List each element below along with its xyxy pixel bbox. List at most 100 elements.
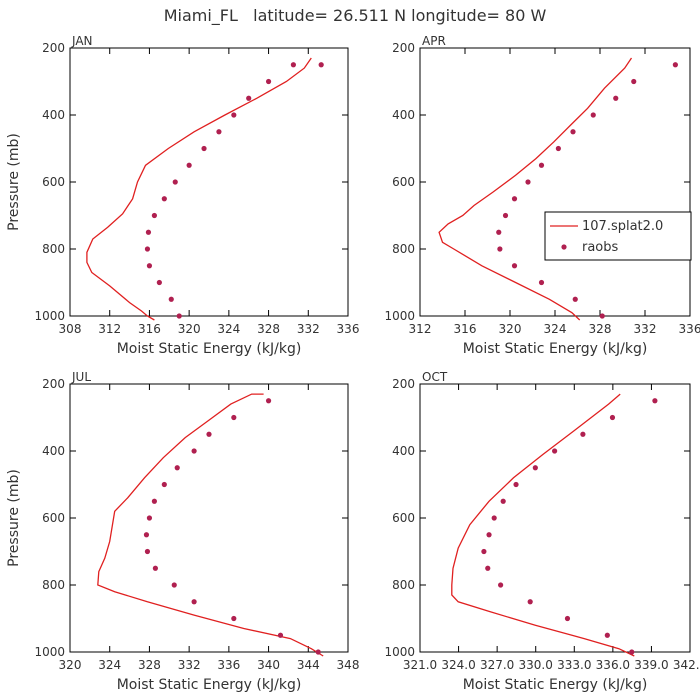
panel-label: JAN xyxy=(71,34,93,48)
raob-point xyxy=(590,112,596,118)
y-tick-label: 400 xyxy=(42,444,65,458)
x-tick-label: 342.0 xyxy=(673,658,700,672)
raob-point xyxy=(144,246,151,252)
raob-point xyxy=(511,196,518,202)
x-axis-label: Moist Static Energy (kJ/kg) xyxy=(117,677,302,693)
x-tick-label: 336 xyxy=(217,658,240,672)
x-tick-label: 336 xyxy=(679,322,700,336)
x-tick-label: 324.0 xyxy=(441,658,475,672)
raob-point xyxy=(246,95,252,101)
plot-frame xyxy=(419,383,691,653)
y-tick-label: 200 xyxy=(42,377,65,391)
model-profile-line xyxy=(97,393,324,657)
x-tick-label: 316 xyxy=(454,322,477,336)
raob-point xyxy=(206,431,212,437)
raob-point xyxy=(161,196,167,202)
y-axis-label: Pressure (mb) xyxy=(6,133,22,231)
x-tick-label: 332 xyxy=(297,322,320,336)
y-tick-label: 600 xyxy=(392,175,415,189)
panel-label: OCT xyxy=(422,370,448,384)
x-axis-label: Moist Static Energy (kJ/kg) xyxy=(463,341,648,357)
raob-point xyxy=(277,632,284,638)
raob-point xyxy=(532,465,538,471)
figure-title: Miami_FL latitude= 26.511 N longitude= 8… xyxy=(164,6,547,26)
raob-point xyxy=(552,448,558,454)
raob-point xyxy=(231,414,237,421)
raob-point xyxy=(502,212,509,219)
model-profile-line xyxy=(86,57,312,321)
raob-point xyxy=(511,263,518,269)
x-tick-label: 332 xyxy=(634,322,657,336)
raob-point xyxy=(216,129,222,135)
panel-apr: APR 312 316 320 324 328 332 336 200 400 600 800 1000… xyxy=(384,34,700,357)
x-tick-label: 316 xyxy=(138,322,161,336)
raob-point xyxy=(151,498,157,504)
raob-point xyxy=(527,599,533,605)
x-tick-label: 332 xyxy=(178,658,201,672)
y-tick-label: 400 xyxy=(392,108,415,122)
raob-point xyxy=(485,565,491,571)
raob-point xyxy=(496,229,502,235)
y-tick-label: 400 xyxy=(42,108,65,122)
x-tick-label: 324 xyxy=(98,658,121,672)
raob-point xyxy=(143,532,150,538)
y-axis-label: Pressure (mb) xyxy=(6,469,22,567)
panel-jan: JAN 308 312 316 320 324 328 332 336 200 400 600 800 1… xyxy=(6,34,359,357)
y-tick-label: 1000 xyxy=(34,645,65,659)
legend-point-swatch xyxy=(561,244,567,250)
y-tick-label: 1000 xyxy=(384,645,415,659)
raob-point xyxy=(265,398,272,404)
y-tick-label: 600 xyxy=(392,511,415,525)
y-tick-label: 800 xyxy=(392,578,415,592)
x-tick-label: 320 xyxy=(499,322,522,336)
panel-label: APR xyxy=(422,34,446,48)
y-tick-label: 400 xyxy=(392,444,415,458)
raob-point xyxy=(497,246,503,252)
raob-point xyxy=(538,279,545,286)
legend: 107.splat2.0 raobs xyxy=(544,211,692,261)
raob-point xyxy=(613,95,619,101)
x-tick-label: 327.0 xyxy=(480,658,514,672)
raob-point xyxy=(186,162,192,168)
raob-point xyxy=(604,632,610,638)
y-tick-label: 800 xyxy=(392,242,415,256)
model-profile-line xyxy=(438,57,633,321)
raob-point xyxy=(146,263,153,269)
raob-point xyxy=(555,145,561,152)
x-tick-label: 340 xyxy=(257,658,280,672)
x-tick-label: 333.0 xyxy=(557,658,591,672)
y-tick-label: 600 xyxy=(42,175,65,189)
y-tick-label: 1000 xyxy=(384,309,415,323)
x-tick-label: 348 xyxy=(337,658,360,672)
raob-point xyxy=(672,62,678,68)
raob-point xyxy=(176,313,182,319)
legend-model-label: 107.splat2.0 xyxy=(582,219,663,234)
raob-point xyxy=(201,145,207,152)
raob-point xyxy=(172,179,178,185)
raob-point xyxy=(152,565,158,571)
raob-point xyxy=(290,62,296,68)
x-tick-label: 336 xyxy=(337,322,360,336)
legend-box xyxy=(544,211,692,261)
raob-point xyxy=(572,296,578,302)
raob-point xyxy=(144,548,151,555)
panel-jul: JUL 320 324 328 332 336 340 344 348 200 400 600 800 1… xyxy=(6,370,359,693)
raob-point xyxy=(564,615,571,622)
raob-point xyxy=(513,481,519,488)
y-tick-label: 600 xyxy=(42,511,65,525)
raob-point xyxy=(145,229,152,235)
raob-point xyxy=(146,515,153,521)
panel-label: JUL xyxy=(71,370,91,384)
y-tick-label: 800 xyxy=(42,578,65,592)
y-tick-label: 200 xyxy=(392,377,415,391)
plot-frame xyxy=(69,47,349,317)
plot-frame xyxy=(419,47,691,317)
raob-point xyxy=(161,481,167,488)
x-tick-label: 312 xyxy=(409,322,432,336)
x-tick-label: 312 xyxy=(98,322,121,336)
x-tick-label: 308 xyxy=(59,322,82,336)
raob-point xyxy=(500,498,506,504)
raob-point xyxy=(498,582,504,588)
raob-point xyxy=(231,615,237,622)
